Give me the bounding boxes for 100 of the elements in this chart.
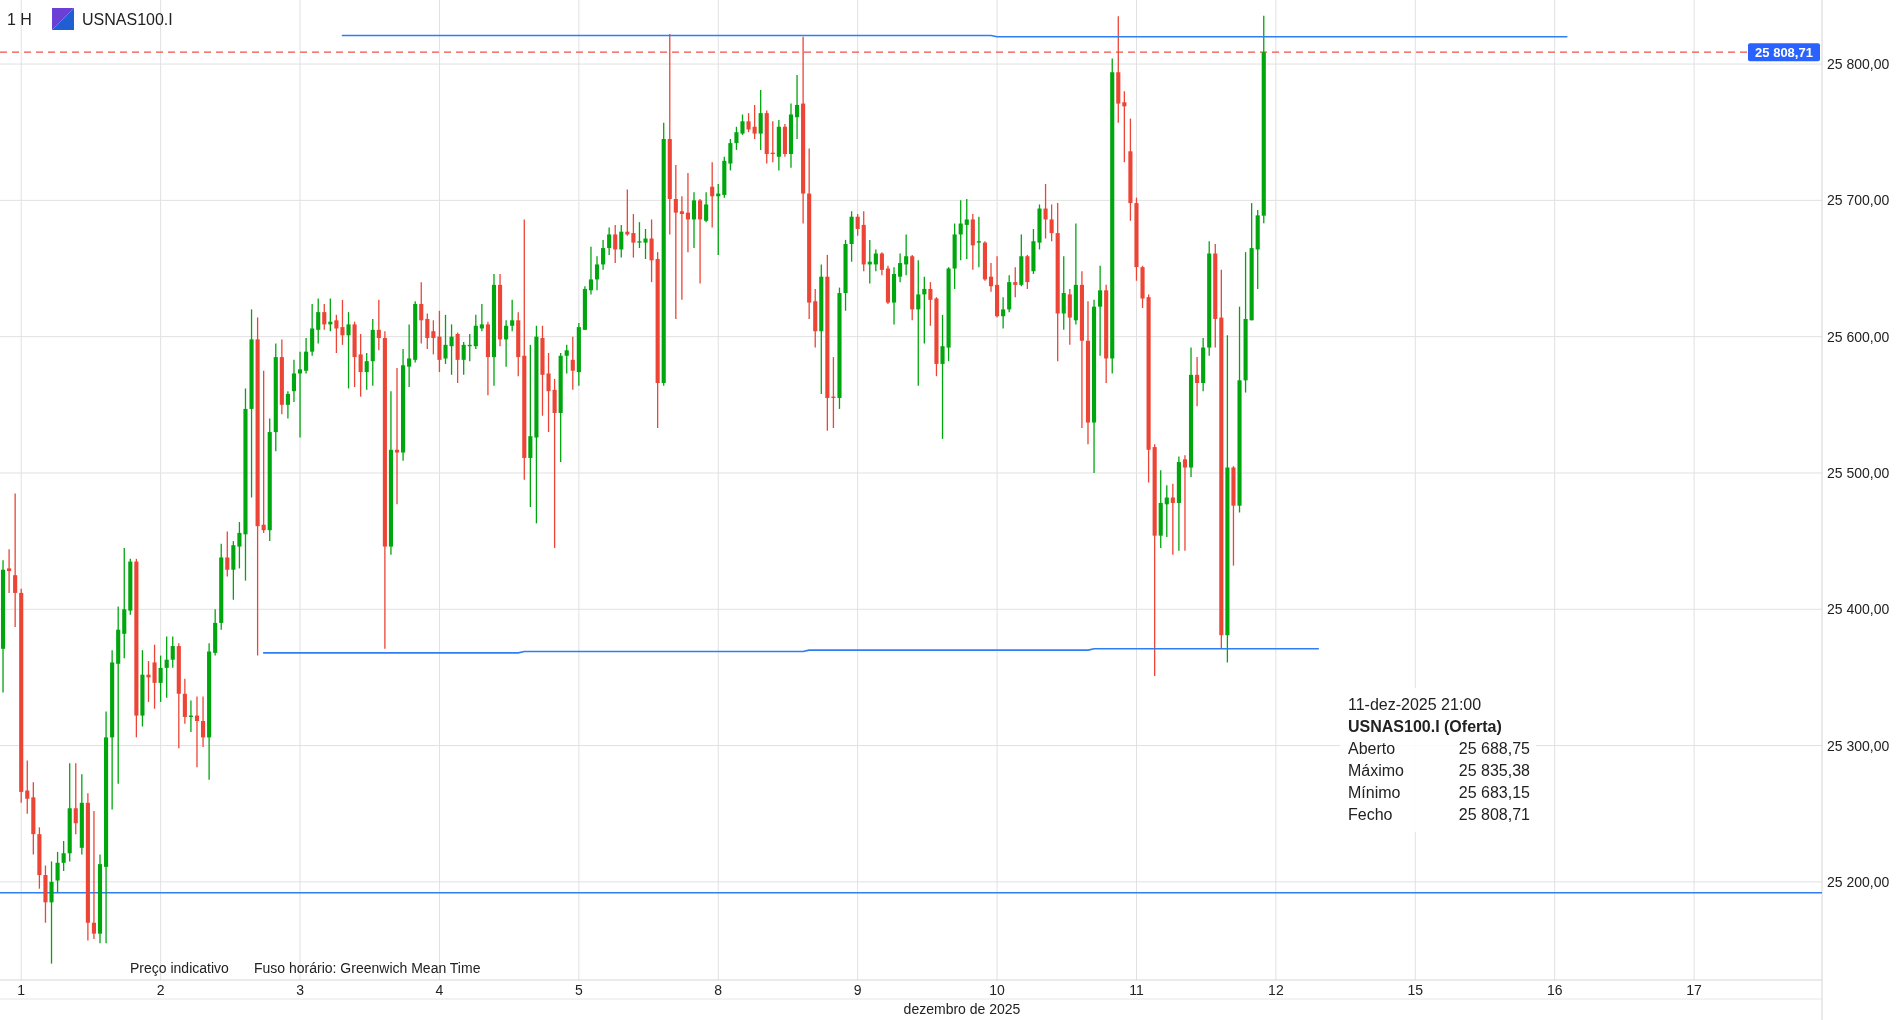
candlestick [304,337,309,375]
candlestick [704,191,709,223]
candlestick [904,233,909,276]
candlestick [988,262,994,293]
candlestick [419,281,424,345]
candlestick [91,810,97,940]
candlestick [73,762,78,835]
candlestick [322,303,327,331]
text: USNAS100.I [82,10,173,28]
annotation: 11-dez-2025 21:00 [1348,695,1482,713]
candlestick [601,239,606,271]
annotation: 25 683,15 [1458,783,1531,801]
candlestick [437,310,442,373]
candlestick [855,213,860,237]
x-tick-label: 16 [1546,982,1563,998]
y-tick-label: 25 500,00 [1827,464,1890,481]
candlestick [170,635,175,669]
candlestick [297,351,303,439]
x-tick-label: 17 [1686,982,1703,998]
x-tick-label: 3 [296,982,305,998]
candlestick [431,319,436,356]
candlestick [1061,255,1066,331]
candlestick [1182,454,1188,552]
candlestick [691,191,697,249]
candlestick [194,695,200,769]
x-tick-label: 9 [853,982,862,998]
candlestick [152,644,157,710]
x-tick-label: 1 [17,982,26,998]
candlestick [594,255,600,291]
candlestick [1013,266,1018,298]
y-tick-label: 25 800,00 [1827,56,1890,73]
candlestick [7,548,12,594]
candlestick [473,314,478,350]
candlestick [1098,265,1103,357]
y-tick-label: 25 400,00 [1827,601,1890,618]
candlestick [1067,288,1072,346]
candlestick [1164,484,1169,538]
candlestick [407,323,412,388]
candlestick [752,104,757,140]
candlestick [479,303,484,332]
candlestick [225,530,230,578]
x-tick-label: 4 [435,982,444,998]
candlestick [340,299,345,346]
candlestick [55,851,60,894]
candlestick [237,521,242,570]
candlestick [607,226,612,256]
candlestick [922,276,927,345]
annotation: Mínimo [1348,783,1401,801]
annotation: Fecho [1348,805,1393,823]
annotation: Preço indicativo [130,960,230,976]
candlestick [916,259,921,387]
x-tick-label: 15 [1407,982,1424,998]
candlestick [461,341,466,376]
candlestick [964,198,969,260]
candlestick [364,352,369,391]
annotation: 25 688,75 [1458,739,1531,757]
x-tick-label: 12 [1268,982,1284,998]
candlestick [898,252,903,283]
candlestick [710,161,715,229]
candlestick [673,164,678,320]
x-axis-title: dezembro de 2025 [903,1001,1021,1017]
candlestick [879,251,884,276]
candlestick [49,860,54,965]
candlestick [758,89,763,151]
candlestick [698,198,703,285]
candlestick [940,314,945,440]
candlestick [1122,90,1127,163]
y-tick-label: 25 600,00 [1827,328,1890,345]
x-tick-label: 5 [574,982,583,998]
candlestick [310,303,315,357]
candlestick [182,678,187,725]
candlestick [13,492,18,628]
candlestick [158,654,163,703]
y-tick-label: 25 300,00 [1827,737,1890,754]
text: 1 H [7,10,32,28]
candlestick [679,195,684,301]
candlestick [285,390,290,420]
annotation: Máximo [1348,761,1405,779]
candlestick [928,281,933,327]
candlestick [746,112,751,133]
candlestick [261,370,266,534]
candlestick [358,333,363,398]
candlestick [728,138,733,172]
candlestick [1043,183,1048,240]
x-tick-label: 2 [156,982,165,998]
candlestick [425,312,430,350]
x-tick-label: 11 [1129,982,1144,998]
candlestick [631,213,636,259]
candlestick [740,113,745,136]
candlestick [619,224,624,259]
annotation: USNAS100.I (Oferta) [1348,717,1502,735]
candlestick [794,74,800,140]
y-tick-label: 25 200,00 [1827,873,1890,890]
candlestick [61,840,66,872]
annotation: Aberto [1348,739,1396,757]
candlestick [394,367,400,505]
candlestick [146,660,151,703]
candlestick [164,635,169,699]
candlestick [316,297,321,345]
candlestick [588,246,594,296]
